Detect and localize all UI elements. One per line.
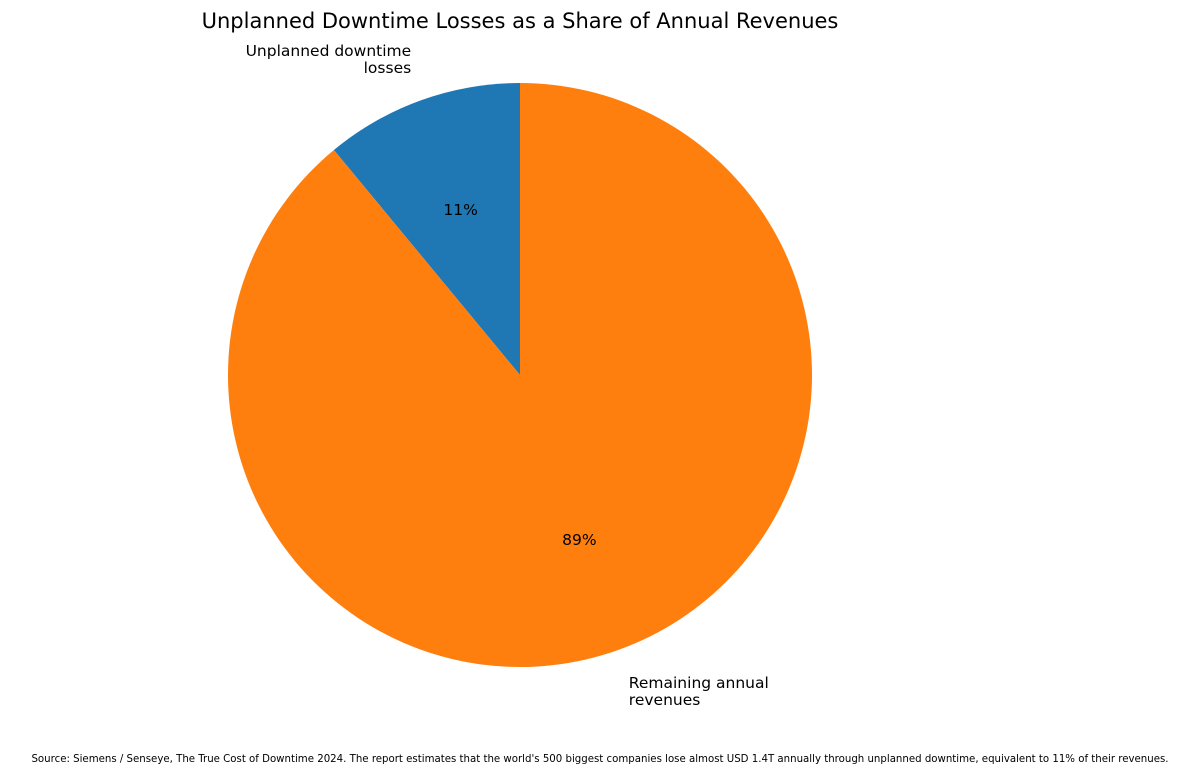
pie-slice-0 <box>333 83 520 375</box>
chart-title: Unplanned Downtime Losses as a Share of … <box>202 9 839 33</box>
pie-slice-1 <box>228 83 813 667</box>
pie-slices-group <box>228 83 813 667</box>
source-note: Source: Siemens / Senseye, The True Cost… <box>31 754 1168 765</box>
pie-slice-category-label-0: Unplanned downtime losses <box>246 42 412 77</box>
pie-slice-percent-label-0: 11% <box>443 201 477 219</box>
pie-slice-percent-label-1: 89% <box>562 531 596 549</box>
pie-labels-group: 11% Unplanned downtime losses 89% Remaining … <box>246 42 769 709</box>
pie-slice-category-label-1: Remaining annual revenues <box>629 674 769 709</box>
